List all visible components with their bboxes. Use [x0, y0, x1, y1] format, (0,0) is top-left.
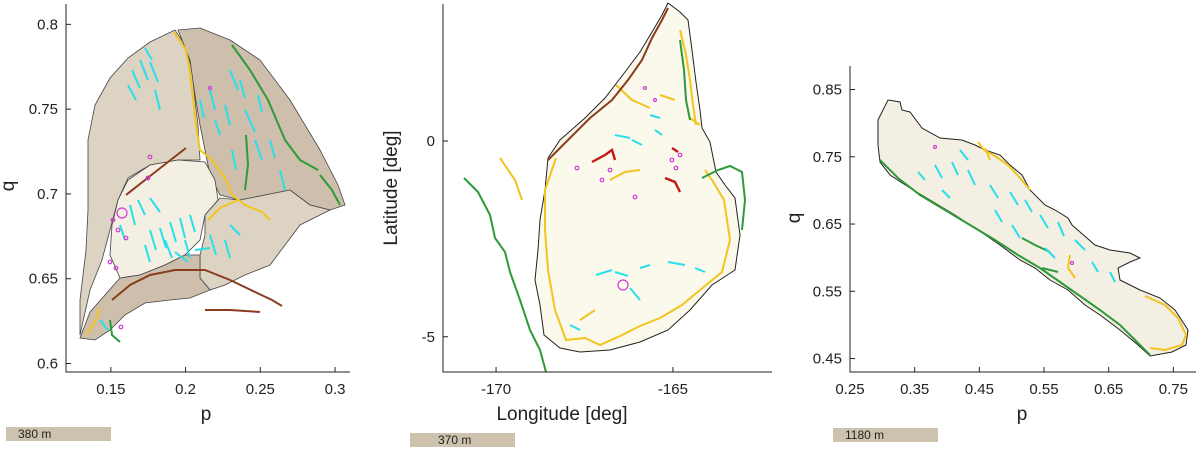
left-ytick-label: 0.8	[37, 16, 58, 33]
middle-y-axis-label: Latitude [deg]	[381, 130, 402, 245]
middle-x-ticks: -170 -165	[481, 367, 688, 398]
right-yellow-lines	[977, 141, 1188, 352]
right-scale-label: 1180 m	[845, 428, 885, 442]
right-xtick-label: 0.55	[1029, 381, 1058, 398]
left-scale-label: 380 m	[18, 427, 52, 441]
right-x-axis-label: p	[1017, 404, 1028, 425]
middle-xtick-label: -170	[481, 381, 511, 398]
middle-brown-lines	[547, 7, 669, 161]
left-ytick-label: 0.65	[29, 271, 58, 288]
left-brown-lines	[111, 147, 283, 313]
left-unit-south	[79, 254, 211, 341]
left-green-lines	[109, 44, 341, 343]
right-cyan-lines	[917, 149, 1116, 283]
middle-axes	[442, 4, 772, 373]
left-xtick-label: 0.25	[246, 381, 275, 398]
right-y-axis-label: q	[784, 213, 805, 224]
right-ytick-label: 0.65	[813, 216, 842, 233]
left-x-ticks: 0.15 0.2 0.25 0.3	[96, 367, 345, 398]
left-xtick-label: 0.15	[96, 381, 125, 398]
middle-green-lines	[463, 39, 747, 373]
left-cyan-lines	[99, 47, 286, 331]
left-magenta-points	[107, 85, 213, 330]
right-x-ticks: 0.25 0.35 0.45 0.55 0.65 0.75	[835, 367, 1188, 398]
middle-x-axis-label: Longitude [deg]	[496, 404, 627, 425]
middle-y-ticks: -5 0	[422, 133, 448, 346]
left-axes	[65, 4, 350, 373]
left-xtick-label: 0.2	[175, 381, 196, 398]
left-scale-bar: 380 m	[6, 427, 111, 441]
middle-scale-label: 370 m	[438, 433, 472, 447]
right-xtick-label: 0.35	[900, 381, 929, 398]
right-xtick-label: 0.25	[835, 381, 864, 398]
left-ytick-label: 0.75	[29, 101, 58, 118]
right-region-fill	[877, 99, 1189, 357]
middle-red-lines	[591, 147, 682, 193]
middle-xtick-label: -165	[658, 381, 688, 398]
middle-cyan-lines	[569, 114, 706, 331]
middle-large-point	[617, 279, 629, 291]
right-ytick-label: 0.45	[813, 351, 842, 368]
left-ytick-label: 0.7	[37, 186, 58, 203]
middle-ytick-label: 0	[427, 133, 435, 150]
middle-map-panel: -5 0 -170 -165 Longitude [deg] Latitude [d…	[381, 2, 772, 425]
right-xtick-label: 0.65	[1094, 381, 1123, 398]
middle-yellow-lines	[499, 29, 732, 347]
left-y-axis-label: q	[0, 181, 19, 192]
right-ytick-label: 0.85	[813, 82, 842, 99]
left-large-point	[116, 207, 128, 219]
middle-scale-bar: 370 m	[410, 433, 515, 447]
middle-magenta-points	[574, 85, 683, 291]
left-map-panel: 0.6 0.65 0.7 0.75 0.8 0.15 0.2 0.25 0.3 p q	[0, 4, 350, 425]
middle-ytick-label: -5	[422, 329, 435, 346]
left-ytick-label: 0.6	[37, 356, 58, 373]
right-ytick-label: 0.75	[813, 149, 842, 166]
middle-region-fill	[534, 2, 741, 353]
left-yellow-lines	[85, 31, 271, 336]
right-magenta-points	[932, 144, 1075, 266]
left-unit-central	[109, 159, 219, 279]
left-x-axis-label: p	[201, 404, 212, 425]
right-xtick-label: 0.45	[965, 381, 994, 398]
right-scale-bar: 1180 m	[833, 428, 938, 442]
right-green-lines	[879, 159, 1151, 356]
left-y-ticks: 0.6 0.65 0.7 0.75 0.8	[29, 16, 71, 373]
right-ytick-label: 0.55	[813, 283, 842, 300]
right-map-panel: 0.45 0.55 0.65 0.75 0.85 0.25 0.35 0.45 0.55 0.6…	[784, 66, 1196, 425]
left-xtick-label: 0.3	[325, 381, 346, 398]
right-y-ticks: 0.45 0.55 0.65 0.75 0.85	[813, 82, 855, 368]
right-xtick-label: 0.75	[1159, 381, 1188, 398]
